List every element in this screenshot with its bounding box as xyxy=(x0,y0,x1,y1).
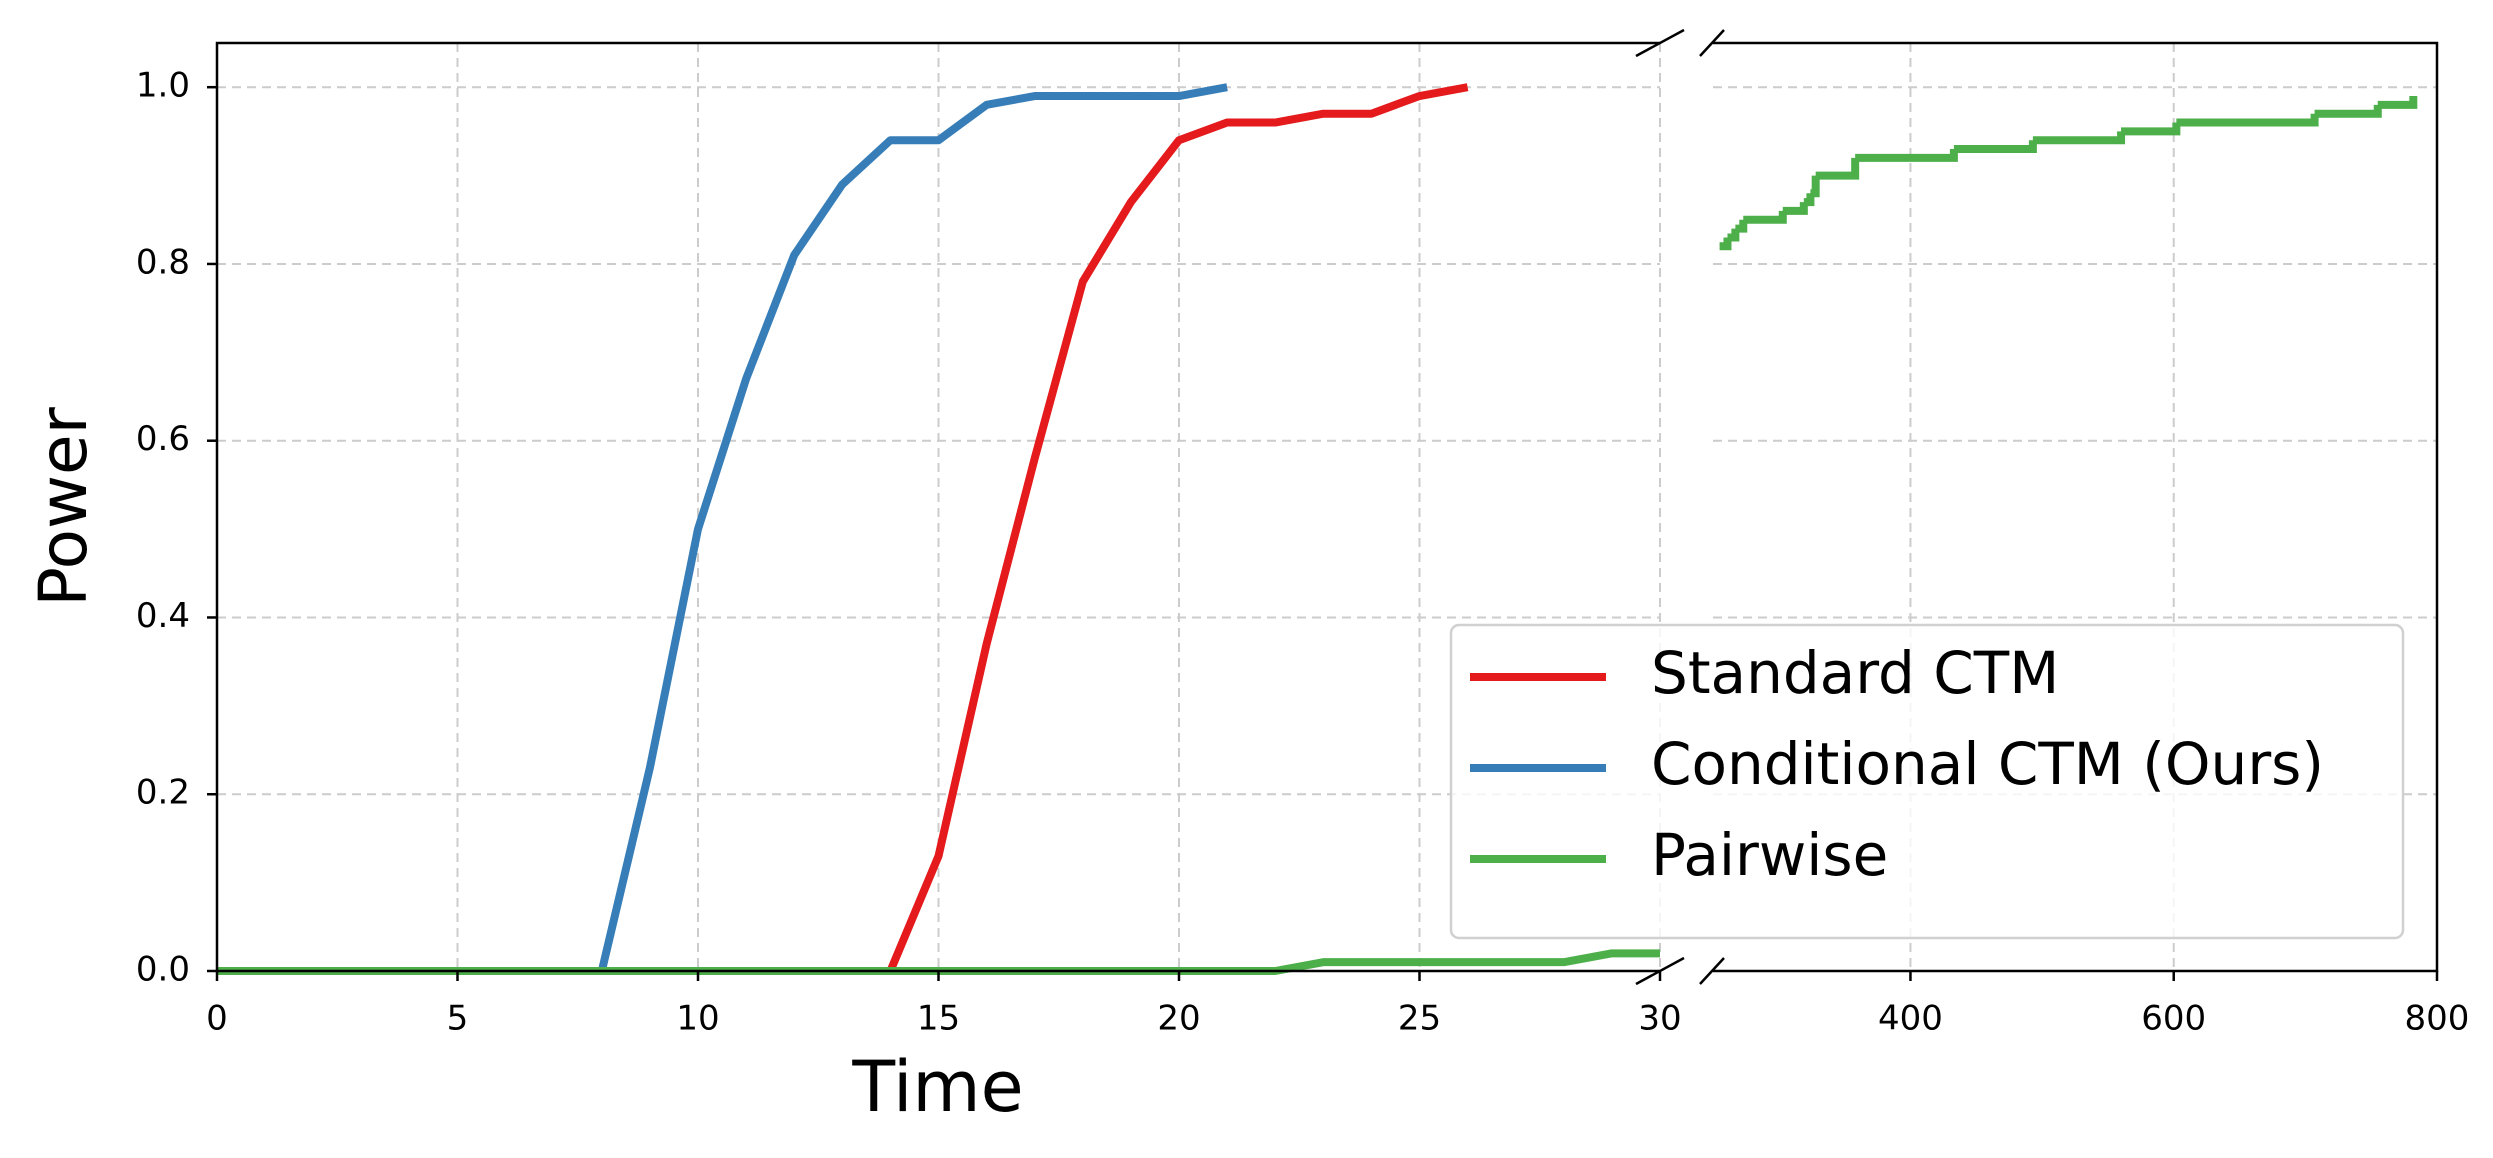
x-tick-label: 600 xyxy=(2141,999,2206,1039)
step-segment xyxy=(2032,131,2126,145)
x-tick-label: 30 xyxy=(1638,999,1681,1039)
step-segment xyxy=(2377,96,2418,109)
y-tick-label: 0.8 xyxy=(136,242,190,282)
step-segment xyxy=(1719,237,1732,251)
legend-box xyxy=(1449,623,2405,940)
step-segment xyxy=(2176,113,2319,127)
right-panel-frame xyxy=(1713,41,2439,973)
series-line xyxy=(217,83,1469,975)
x-tick-label: 800 xyxy=(2405,999,2470,1039)
y-tick-label: 0.4 xyxy=(136,596,190,636)
x-axis-label: Time xyxy=(851,1046,1023,1128)
break-mark xyxy=(1699,29,1725,57)
x-tick-label: 15 xyxy=(917,999,960,1039)
y-axis-label: Power xyxy=(25,406,102,606)
step-segment xyxy=(1810,175,1820,198)
legend: Standard CTM Conditional CTM (Ours) Pairwi… xyxy=(1449,623,2405,940)
line-layer xyxy=(217,83,2418,975)
x-tick-label: 400 xyxy=(1878,999,1943,1039)
step-segment xyxy=(1815,157,1860,180)
break-mark xyxy=(1635,28,1685,58)
break-mark xyxy=(1699,957,1725,985)
x-tick-label: 5 xyxy=(447,999,469,1039)
step-segment xyxy=(1727,228,1740,242)
y-tick-label: 0.6 xyxy=(136,419,190,459)
step-segment xyxy=(1953,140,2037,154)
step-segment xyxy=(1803,193,1815,207)
step-segment xyxy=(1735,219,1748,233)
x-tick-label: 20 xyxy=(1157,999,1200,1039)
legend-label: Pairwise xyxy=(1651,821,1888,889)
y-tick-label: 1.0 xyxy=(136,66,190,106)
step-segment xyxy=(1782,202,1808,215)
y-tick-label: 0.2 xyxy=(136,773,190,813)
legend-label: Conditional CTM (Ours) xyxy=(1651,730,2324,798)
x-tick-label: 0 xyxy=(206,999,228,1039)
y-tick-label: 0.0 xyxy=(136,950,190,990)
series-line xyxy=(217,83,1228,975)
step-segment xyxy=(2121,122,2181,136)
step-segment xyxy=(1743,210,1787,224)
legend-label: Standard CTM xyxy=(1651,639,2059,707)
x-tick-label: 10 xyxy=(676,999,719,1039)
step-segment xyxy=(1855,149,1958,162)
x-tick-label: 25 xyxy=(1398,999,1441,1039)
step-segment xyxy=(2314,104,2382,118)
